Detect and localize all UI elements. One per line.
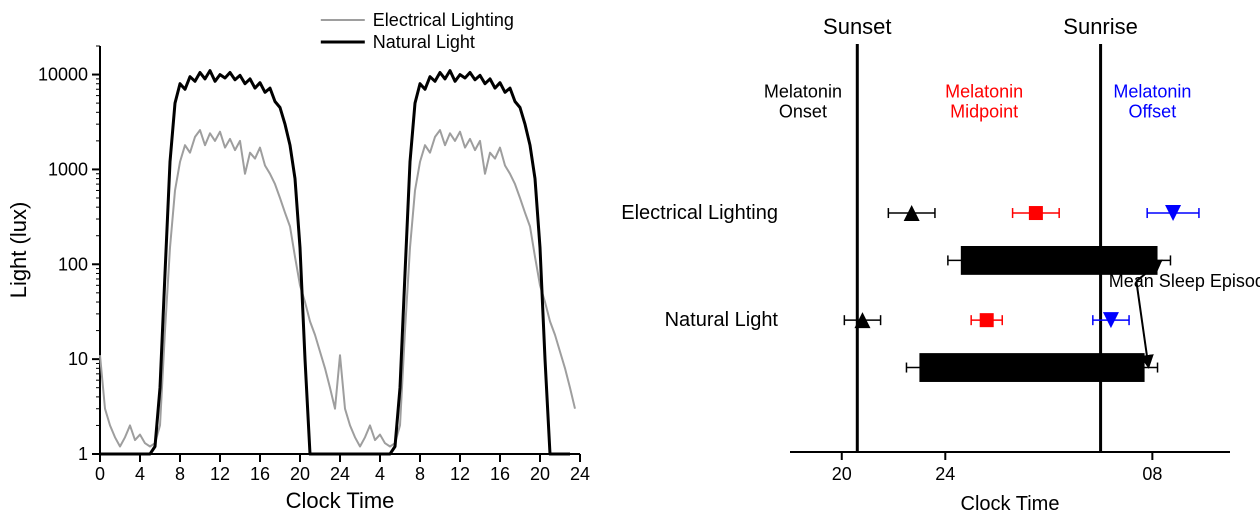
svg-text:16: 16 (250, 464, 270, 484)
svg-text:20: 20 (290, 464, 310, 484)
svg-text:Electrical Lighting: Electrical Lighting (621, 202, 778, 224)
svg-text:4: 4 (375, 464, 385, 484)
svg-text:0: 0 (95, 464, 105, 484)
svg-text:20: 20 (832, 464, 852, 484)
svg-text:Sunset: Sunset (823, 14, 892, 39)
svg-text:1: 1 (78, 444, 88, 464)
svg-text:Natural Light: Natural Light (373, 32, 475, 52)
svg-text:16: 16 (490, 464, 510, 484)
svg-text:Clock Time: Clock Time (286, 488, 395, 513)
svg-text:8: 8 (415, 464, 425, 484)
svg-text:10: 10 (68, 349, 88, 369)
svg-text:08: 08 (1142, 464, 1162, 484)
light-lux-chart: 1 10 100 1000 10000 0 4 8 12 16 20 24 4 8 12 16 20 24 Cloc… (0, 0, 600, 522)
svg-text:1000: 1000 (48, 159, 88, 179)
svg-text:Melatonin: Melatonin (764, 82, 842, 102)
svg-text:Mean Sleep Episodes: Mean Sleep Episodes (1109, 271, 1260, 291)
svg-text:10000: 10000 (38, 65, 88, 85)
melatonin-timeline-chart: 202408Clock TimeSunsetSunriseMelatoninOn… (600, 0, 1260, 522)
svg-text:Offset: Offset (1129, 102, 1177, 122)
svg-text:Clock Time: Clock Time (961, 493, 1060, 515)
svg-text:Natural Light: Natural Light (665, 309, 779, 331)
figure-container: 1 10 100 1000 10000 0 4 8 12 16 20 24 4 8 12 16 20 24 Cloc… (0, 0, 1260, 522)
svg-text:Light (lux): Light (lux) (6, 202, 31, 299)
svg-text:20: 20 (530, 464, 550, 484)
svg-text:Midpoint: Midpoint (950, 102, 1018, 122)
svg-text:12: 12 (210, 464, 230, 484)
svg-text:4: 4 (135, 464, 145, 484)
svg-text:8: 8 (175, 464, 185, 484)
svg-text:Onset: Onset (779, 102, 827, 122)
right-panel: 202408Clock TimeSunsetSunriseMelatoninOn… (600, 0, 1260, 522)
svg-text:Electrical Lighting: Electrical Lighting (373, 10, 514, 30)
svg-text:Sunrise: Sunrise (1063, 14, 1138, 39)
svg-text:24: 24 (935, 464, 955, 484)
svg-text:Melatonin: Melatonin (945, 82, 1023, 102)
svg-text:24: 24 (570, 464, 590, 484)
svg-text:12: 12 (450, 464, 470, 484)
svg-text:Melatonin: Melatonin (1113, 82, 1191, 102)
svg-text:24: 24 (330, 464, 350, 484)
svg-text:100: 100 (58, 254, 88, 274)
left-panel: 1 10 100 1000 10000 0 4 8 12 16 20 24 4 8 12 16 20 24 Cloc… (0, 0, 600, 522)
